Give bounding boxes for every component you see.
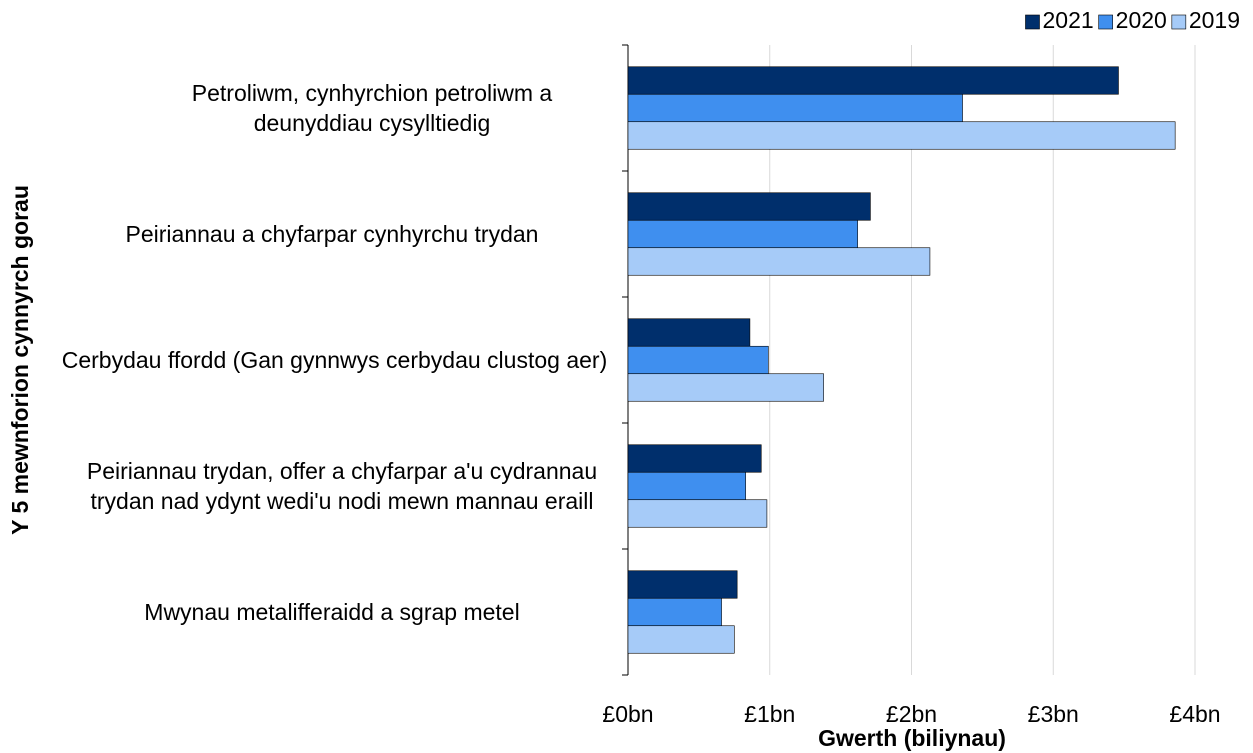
x-tick-label: £1bn [744, 701, 795, 727]
bar [627, 318, 751, 347]
legend-label: 2019 [1189, 7, 1240, 33]
y-tick-label: Peiriannau trydan, offer a chyfarpar a'u… [86, 458, 598, 514]
legend-swatch [1025, 14, 1040, 30]
y-axis-title: Y 5 mewnforion cynnyrch gorau [7, 185, 33, 535]
x-tick-label: £4bn [1169, 701, 1220, 727]
bar [627, 625, 735, 654]
bar [627, 597, 722, 627]
x-tick-label: £0bn [602, 701, 653, 727]
bar [627, 373, 824, 402]
bar [627, 93, 963, 123]
bar [627, 570, 738, 599]
y-tick-label: Mwynau metalifferaidd a sgrap metel [144, 599, 520, 625]
bar [627, 345, 769, 375]
bar [627, 66, 1119, 95]
bar [627, 192, 871, 221]
y-tick-label: Cerbydau ffordd (Gan gynnwys cerbydau cl… [61, 347, 608, 373]
legend-swatch [1171, 14, 1187, 30]
x-axis-title: Gwerth (biliynau) [818, 725, 1006, 751]
legend-label: 2021 [1042, 7, 1093, 33]
bar [627, 499, 768, 528]
bar [627, 219, 858, 249]
y-tick-label: Peiriannau a chyfarpar cynhyrchu trydan [125, 221, 539, 247]
x-tick-label: £3bn [1028, 701, 1079, 727]
legend-swatch [1098, 14, 1113, 30]
bar [627, 471, 746, 501]
bar [627, 121, 1176, 150]
y-tick-label: Petroliwm, cynhyrchion petroliwm a deuny… [191, 80, 553, 136]
legend-label: 2020 [1116, 7, 1167, 33]
bar [627, 444, 762, 473]
bar [627, 247, 931, 276]
x-tick-label: £2bn [886, 701, 937, 727]
